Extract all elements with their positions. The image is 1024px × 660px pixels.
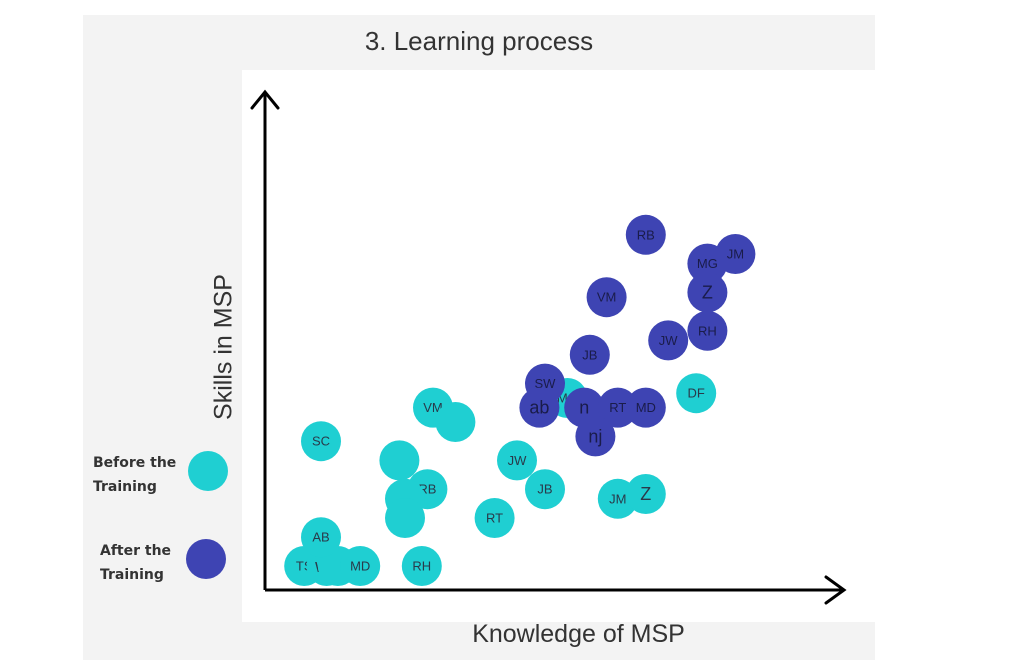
- point-marker: [575, 416, 616, 457]
- point-marker: [497, 440, 537, 481]
- point-label: JM: [727, 247, 744, 262]
- point-label: JW: [508, 453, 528, 468]
- point-marker: [625, 387, 666, 428]
- point-label: AB: [312, 530, 329, 545]
- point-label: RH: [412, 559, 431, 574]
- point-marker: [676, 373, 717, 414]
- point-label: RB: [637, 227, 655, 242]
- point-marker: [687, 243, 728, 284]
- series-before: TSwgMDABSCVMRBRHRTJWJBMGJMZDF: [284, 373, 717, 586]
- point-label: MD: [636, 400, 656, 415]
- point-marker: [379, 440, 420, 481]
- legend-label-before: Before the Training: [93, 455, 177, 495]
- point-marker: [648, 320, 689, 361]
- point-marker: [625, 214, 666, 255]
- point-marker: [474, 498, 515, 538]
- point-label: ab: [529, 398, 549, 418]
- point-marker: [519, 387, 560, 428]
- point-marker: [586, 277, 627, 318]
- point-label: nj: [588, 426, 602, 446]
- point-label: RH: [698, 323, 717, 338]
- point-label: DF: [688, 386, 705, 401]
- axes: [250, 89, 847, 605]
- point-label: RT: [609, 400, 626, 415]
- point-label: RT: [486, 511, 503, 526]
- point-label: SC: [312, 434, 330, 449]
- point-marker: [435, 402, 476, 442]
- chart-title: 3. Learning process: [364, 26, 594, 56]
- point-marker: [625, 474, 666, 514]
- y-axis-arrowhead: [250, 89, 280, 110]
- point-label: JM: [609, 491, 626, 506]
- point-label: Z: [702, 282, 713, 302]
- point-label: JB: [582, 347, 597, 362]
- point-label: SW: [535, 376, 557, 391]
- data-points: TSwgMDABSCVMRBRHRTJWJBMGJMZDFRBJMMGZVMRH…: [284, 214, 756, 586]
- legend-label-after: After the Training: [100, 543, 172, 583]
- y-axis-label: Skills in MSP: [209, 274, 238, 420]
- legend-swatch-after: [186, 539, 226, 579]
- series-after: RB JM MG Z VM RH JW JB SW ab n RT MD nj: [519, 214, 756, 457]
- plot-area: [242, 70, 875, 622]
- point-label: n: [579, 398, 589, 418]
- x-axis-arrowhead: [824, 575, 847, 605]
- point-marker: [687, 272, 728, 313]
- point-label: MD: [350, 559, 370, 574]
- point-label: VM: [597, 290, 617, 305]
- point-marker: [597, 387, 638, 428]
- x-axis-label: Knowledge of MSP: [472, 620, 685, 648]
- point-label: MG: [697, 256, 718, 271]
- point-marker: [687, 310, 728, 351]
- point-label: JW: [659, 333, 679, 348]
- point-label: Z: [640, 484, 651, 504]
- legend-swatch-before: [188, 451, 228, 491]
- point-marker: [301, 517, 341, 558]
- point-marker: [340, 546, 381, 586]
- point-marker: [525, 469, 565, 510]
- point-marker: [569, 334, 610, 375]
- point-label: JB: [537, 482, 552, 497]
- point-marker: [301, 421, 341, 462]
- point-label: VM: [423, 400, 443, 415]
- point-marker: [401, 546, 442, 586]
- point-marker: [385, 498, 425, 538]
